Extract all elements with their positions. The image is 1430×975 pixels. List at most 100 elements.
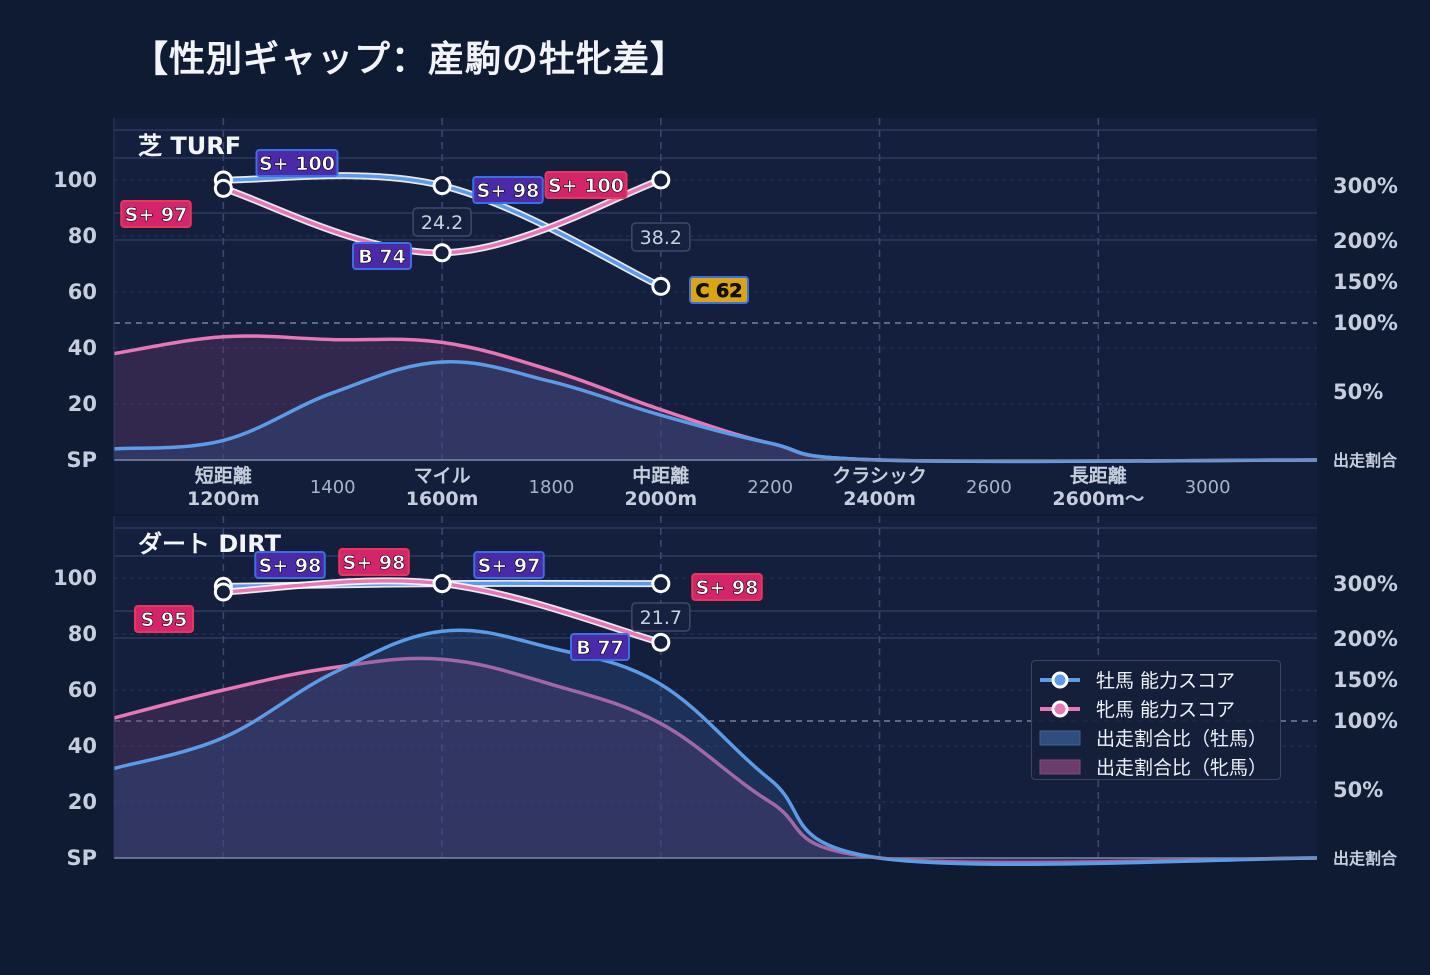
rank-label-box <box>691 573 763 601</box>
ratio-line-male <box>113 628 1318 867</box>
x-tick-label: 長距離 <box>1070 464 1127 487</box>
legend: 牡馬 能力スコア 牝馬 能力スコア 出走割合比（牡馬） 出走割合比（牝馬） <box>1031 660 1281 780</box>
x-tick-label: 中距離 <box>632 464 689 487</box>
rank-label-box <box>544 171 628 199</box>
score-marker <box>435 246 449 260</box>
chart-panel-1: SP20406080100出走割合50%100%150%200%300%ダート … <box>53 516 1398 870</box>
gap-label: 38.2 <box>631 222 691 252</box>
male-area-swatch-icon <box>1039 730 1081 745</box>
score-marker <box>216 181 230 195</box>
rank-label: S+ 100 <box>255 149 339 177</box>
gap-label-box <box>631 222 691 252</box>
legend-item-female-score[interactable]: 牝馬 能力スコア <box>1038 694 1280 723</box>
x-tick-label-minor: 2600 <box>966 477 1012 498</box>
y2-tick-label: 50% <box>1333 380 1383 404</box>
x-tick-label: 2000m <box>624 488 697 510</box>
legend-item-female-ratio[interactable]: 出走割合比（牝馬） <box>1038 752 1280 781</box>
score-marker <box>654 577 668 591</box>
gap-label-box <box>631 602 691 632</box>
y2-tick-label: 50% <box>1333 778 1383 802</box>
legend-label: 牡馬 能力スコア <box>1096 670 1236 692</box>
legend-label: 出走割合比（牝馬） <box>1096 757 1268 779</box>
x-tick-label: マイル <box>414 465 471 487</box>
score-marker <box>654 635 668 649</box>
score-marker <box>216 585 230 599</box>
rank-label-text: B 74 <box>358 246 406 268</box>
rank-label: S+ 100 <box>544 171 628 199</box>
rank-label-box <box>255 149 339 177</box>
gap-label-box <box>412 207 472 237</box>
female-area-swatch-icon <box>1039 759 1081 774</box>
y2-tick-label: 150% <box>1333 270 1398 294</box>
legend-item-male-score[interactable]: 牡馬 能力スコア <box>1038 665 1280 694</box>
y-tick-label: 100 <box>53 566 97 590</box>
y2-tick-label: 300% <box>1333 572 1398 596</box>
female-line-swatch-icon <box>1040 700 1080 717</box>
y2-tick-label: 200% <box>1333 229 1398 253</box>
rank-label-text: C 62 <box>696 280 743 302</box>
y-tick-label: 100 <box>53 168 97 192</box>
rank-label-text: S 95 <box>141 609 188 631</box>
x-axis-band <box>114 460 1317 514</box>
gap-label-text: 38.2 <box>640 227 682 249</box>
ratio-area-male <box>114 361 1317 462</box>
rank-label: S+ 98 <box>254 551 326 579</box>
x-tick-label-minor: 1400 <box>310 477 356 498</box>
rank-label: S+ 98 <box>691 573 763 601</box>
x-tick-label-minor: 3000 <box>1185 477 1231 498</box>
y-tick-label: 20 <box>68 790 97 814</box>
legend-label: 出走割合比（牡馬） <box>1096 728 1268 750</box>
y-tick-label: 40 <box>68 734 97 758</box>
chart-panel-0: SP 20 40 60 80 100 出走割合 50% 100% 150% 200% 300% 芝 TU… <box>53 118 1398 514</box>
y-tick-label: 80 <box>68 224 97 248</box>
score-marker <box>654 173 668 187</box>
y-tick-label: 60 <box>68 678 97 702</box>
y2-tick-label: 200% <box>1333 627 1398 651</box>
gap-label-text: 21.7 <box>640 607 682 629</box>
y-tick-label: 40 <box>68 336 97 360</box>
y-tick-label: 60 <box>68 280 97 304</box>
y2-tick-label: 100% <box>1333 709 1398 733</box>
legend-label: 牝馬 能力スコア <box>1096 699 1236 721</box>
x-tick-label: 1200m <box>187 488 260 510</box>
rank-label-box <box>352 242 412 270</box>
ratio-line-male <box>113 360 1318 464</box>
rank-label: B 74 <box>352 242 412 270</box>
rank-label-text: S+ 100 <box>548 175 624 197</box>
rank-label-text: S+ 98 <box>696 577 759 599</box>
y-tick-label: SP <box>66 448 97 472</box>
rank-label: S 95 <box>134 605 194 633</box>
rank-label-box <box>472 176 544 204</box>
rank-label: S+ 98 <box>472 176 544 204</box>
y-tick-label: 20 <box>68 392 97 416</box>
rank-label-text: S+ 97 <box>125 204 188 226</box>
rank-label-box <box>338 548 410 576</box>
legend-item-male-ratio[interactable]: 出走割合比（牡馬） <box>1038 723 1280 752</box>
score-marker <box>435 179 449 193</box>
x-tick-label: 2600m〜 <box>1052 488 1144 510</box>
rank-label-text: S+ 97 <box>478 555 541 577</box>
x-tick-label-minor: 2200 <box>747 477 793 498</box>
gap-label: 21.7 <box>631 602 691 632</box>
ratio-area-female <box>114 658 1317 863</box>
rank-label: S+ 97 <box>473 551 545 579</box>
y2-tick-label: 出走割合 <box>1333 451 1398 470</box>
x-tick-label: クラシック <box>832 465 927 487</box>
gap-label-text: 24.2 <box>421 212 463 234</box>
rank-label: S+ 98 <box>338 548 410 576</box>
gap-label: 24.2 <box>412 207 472 237</box>
x-tick-label: 短距離 <box>195 464 252 487</box>
y2-tick-label: 150% <box>1333 668 1398 692</box>
rank-label-box <box>134 605 194 633</box>
rank-label-text: S+ 98 <box>343 552 406 574</box>
score-marker <box>435 577 449 591</box>
rank-label-box <box>254 551 326 579</box>
rank-label-box <box>120 200 192 228</box>
rank-label-text: S+ 98 <box>259 555 322 577</box>
rank-label-box <box>473 551 545 579</box>
rank-label: B 77 <box>570 633 630 661</box>
page-title: 【性別ギャップ：産駒の牡牝差】 <box>132 39 688 80</box>
x-tick-label-minor: 1800 <box>529 477 575 498</box>
panel-label: 芝 TURF <box>138 132 241 160</box>
